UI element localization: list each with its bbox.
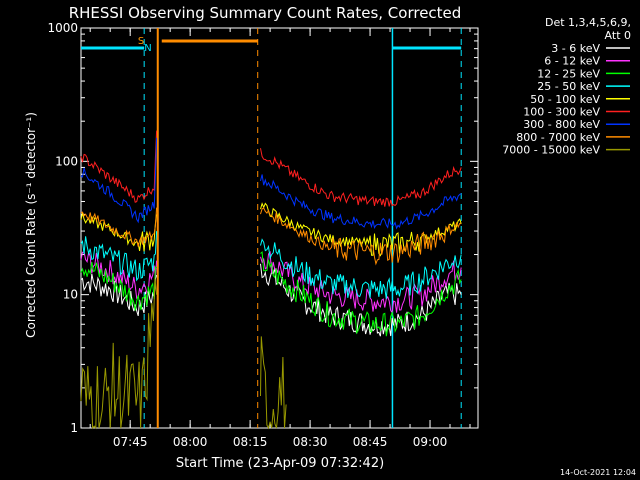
y-tick-label: 1 bbox=[70, 421, 78, 435]
legend-label: 25 - 50 keV bbox=[537, 80, 600, 93]
series-line bbox=[80, 212, 158, 252]
x-axis-label: Start Time (23-Apr-09 07:32:42) bbox=[176, 456, 384, 471]
series-line bbox=[80, 231, 158, 282]
series-line bbox=[260, 202, 462, 257]
x-tick-label: 08:30 bbox=[293, 435, 328, 449]
series-line bbox=[260, 251, 462, 337]
series-line bbox=[260, 148, 462, 207]
legend-label: 300 - 800 keV bbox=[523, 118, 600, 131]
legend-label: 100 - 300 keV bbox=[523, 106, 600, 119]
series-line bbox=[260, 238, 462, 299]
y-tick-label: 1000 bbox=[47, 21, 78, 35]
x-tick-label: 07:45 bbox=[113, 435, 148, 449]
legend-label: 50 - 100 keV bbox=[530, 93, 600, 106]
legend-label: 12 - 25 keV bbox=[537, 67, 600, 80]
flag-label-night: N bbox=[144, 43, 151, 54]
x-tick-label: 08:15 bbox=[233, 435, 268, 449]
y-axis-label: Corrected Count Rate (s⁻¹ detector⁻¹) bbox=[24, 112, 38, 338]
legend-label: 800 - 7000 keV bbox=[516, 131, 600, 144]
series-line bbox=[260, 207, 462, 266]
footer-timestamp: 14-Oct-2021 12:04 bbox=[560, 468, 636, 477]
x-tick-label: 08:00 bbox=[173, 435, 208, 449]
plot-frame bbox=[80, 27, 479, 429]
series-line bbox=[80, 207, 158, 247]
series-line bbox=[260, 174, 462, 230]
series-line bbox=[260, 250, 462, 315]
legend-header-detectors: Det 1,3,4,5,6,9, bbox=[545, 16, 631, 29]
chart-title: RHESSI Observing Summary Count Rates, Co… bbox=[69, 4, 462, 22]
legend-header-attenuator: Att 0 bbox=[605, 29, 631, 42]
flag-label-saa: S bbox=[138, 36, 144, 47]
legend-label: 6 - 12 keV bbox=[544, 55, 600, 68]
series-line bbox=[260, 336, 287, 430]
series-line bbox=[260, 263, 462, 337]
x-tick-label: 08:45 bbox=[353, 435, 388, 449]
x-tick-label: 09:00 bbox=[413, 435, 448, 449]
series-line bbox=[80, 137, 158, 224]
y-tick-label: 100 bbox=[55, 154, 78, 168]
y-tick-label: 10 bbox=[63, 288, 78, 302]
series-line bbox=[80, 130, 158, 203]
series-line bbox=[80, 262, 157, 311]
legend-label: 3 - 6 keV bbox=[551, 42, 600, 55]
series-line bbox=[80, 278, 158, 430]
legend-label: 7000 - 15000 keV bbox=[502, 144, 600, 157]
series-line bbox=[80, 251, 158, 300]
